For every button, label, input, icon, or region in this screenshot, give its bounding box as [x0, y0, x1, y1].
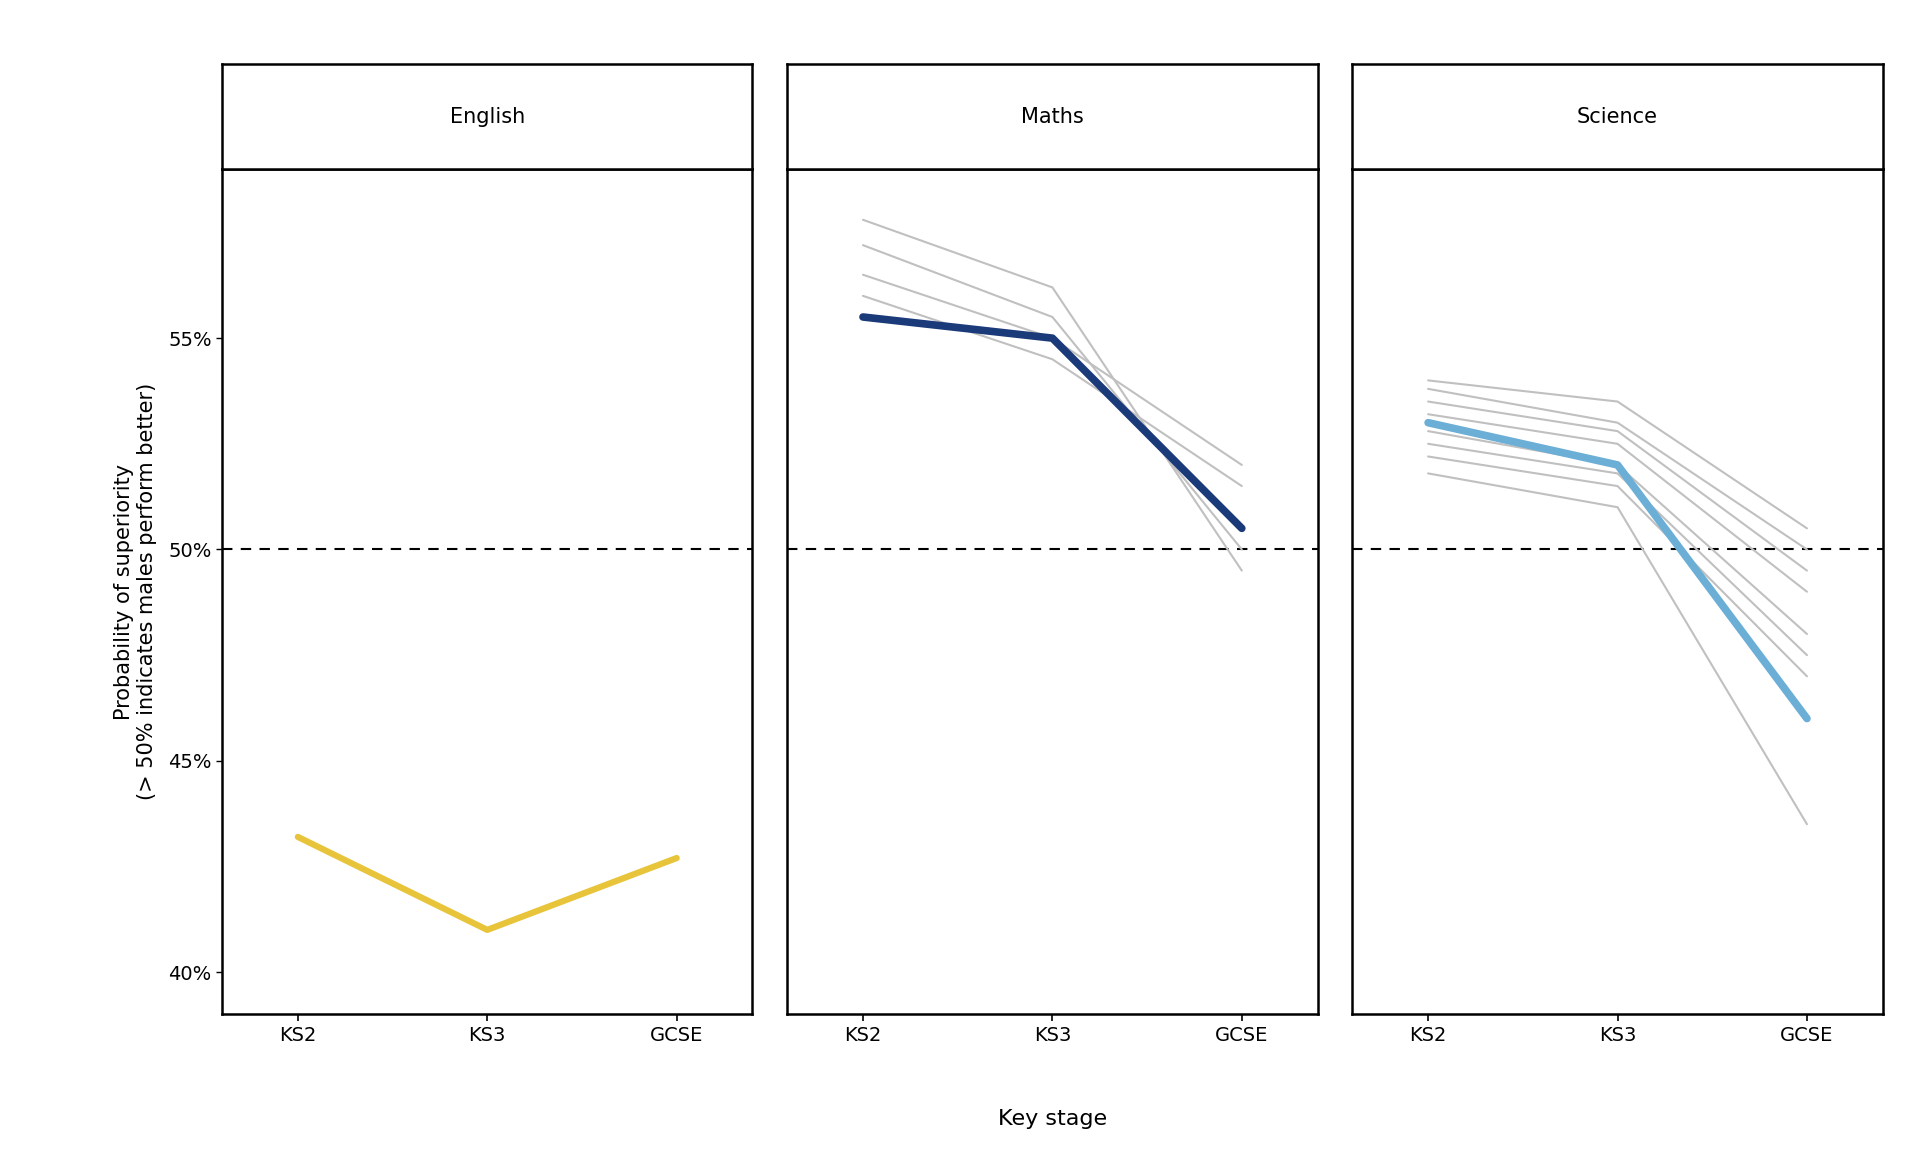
Text: English: English: [450, 106, 525, 127]
Text: Key stage: Key stage: [998, 1109, 1106, 1130]
Y-axis label: Probability of superiority
(> 50% indicates males perform better): Probability of superiority (> 50% indica…: [114, 384, 156, 800]
Text: Science: Science: [1577, 106, 1658, 127]
Text: Maths: Maths: [1021, 106, 1083, 127]
